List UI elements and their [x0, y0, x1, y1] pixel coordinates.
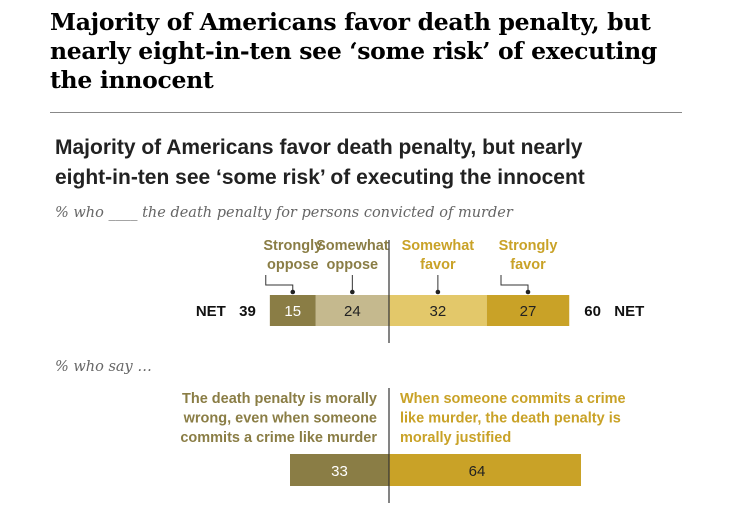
statement-oppose-line-1: The death penalty is morally	[182, 391, 377, 407]
statement-favor-line-3: morally justified	[400, 430, 511, 446]
chart-title-line-1: Majority of Americans favor death penalt…	[55, 136, 583, 159]
bar-morally-justified	[389, 454, 581, 486]
statement-oppose-line-2: wrong, even when someone	[183, 411, 377, 427]
legend-label-strongly-favor-line-1: Strongly	[499, 238, 558, 254]
bar-morally-wrong	[290, 454, 389, 486]
page-title: Majority of Americans favor death penalt…	[50, 8, 658, 94]
statement-favor-line-2: like murder, the death penalty is	[400, 411, 621, 427]
bar-strongly-oppose	[269, 295, 316, 326]
leader-dot-somewhat-oppose	[350, 289, 355, 295]
net-oppose-label: NET	[196, 303, 226, 320]
leader-dot-strongly-oppose	[290, 289, 296, 295]
net-favor-value: 60	[584, 303, 601, 320]
bar-somewhat-favor	[389, 295, 487, 326]
leader-dot-strongly-favor	[525, 289, 531, 295]
legend-label-somewhat-favor-line-2: favor	[420, 257, 456, 273]
leader-line-strongly-oppose	[265, 275, 294, 291]
bar-value-somewhat-oppose: 24	[344, 303, 361, 320]
chart-title-line-2: eight-in-ten see ‘some risk’ of executin…	[55, 166, 585, 189]
bar-value-strongly-favor: 27	[520, 303, 537, 320]
bar-somewhat-oppose	[315, 295, 389, 326]
leader-dot-somewhat-favor	[435, 289, 441, 295]
bar-value-morally-wrong: 33	[331, 463, 348, 480]
statement-favor-line-1: When someone commits a crime	[400, 391, 626, 407]
title-divider	[50, 112, 682, 113]
bar-value-strongly-oppose: 15	[284, 303, 301, 320]
net-oppose-value: 39	[239, 303, 256, 320]
bar-value-morally-justified: 64	[469, 463, 486, 480]
bar-value-somewhat-favor: 32	[430, 303, 447, 320]
chart-2-subtitle: % who say …	[55, 359, 152, 375]
chart-1-subtitle: % who ____ the death penalty for persons…	[55, 205, 514, 221]
legend-label-somewhat-oppose-line-1: Somewhat	[316, 238, 389, 254]
legend-label-strongly-oppose-line-2: oppose	[267, 257, 319, 273]
statement-oppose-line-3: commits a crime like murder	[180, 430, 377, 446]
net-favor-label: NET	[614, 303, 644, 320]
bar-strongly-favor	[486, 295, 570, 326]
legend-label-strongly-favor-line-2: favor	[510, 257, 546, 273]
legend-label-strongly-oppose-line-1: Strongly	[263, 238, 322, 254]
leader-line-strongly-favor	[500, 275, 529, 291]
legend-label-somewhat-oppose-line-2: oppose	[327, 257, 379, 273]
legend-label-somewhat-favor-line-1: Somewhat	[402, 238, 475, 254]
